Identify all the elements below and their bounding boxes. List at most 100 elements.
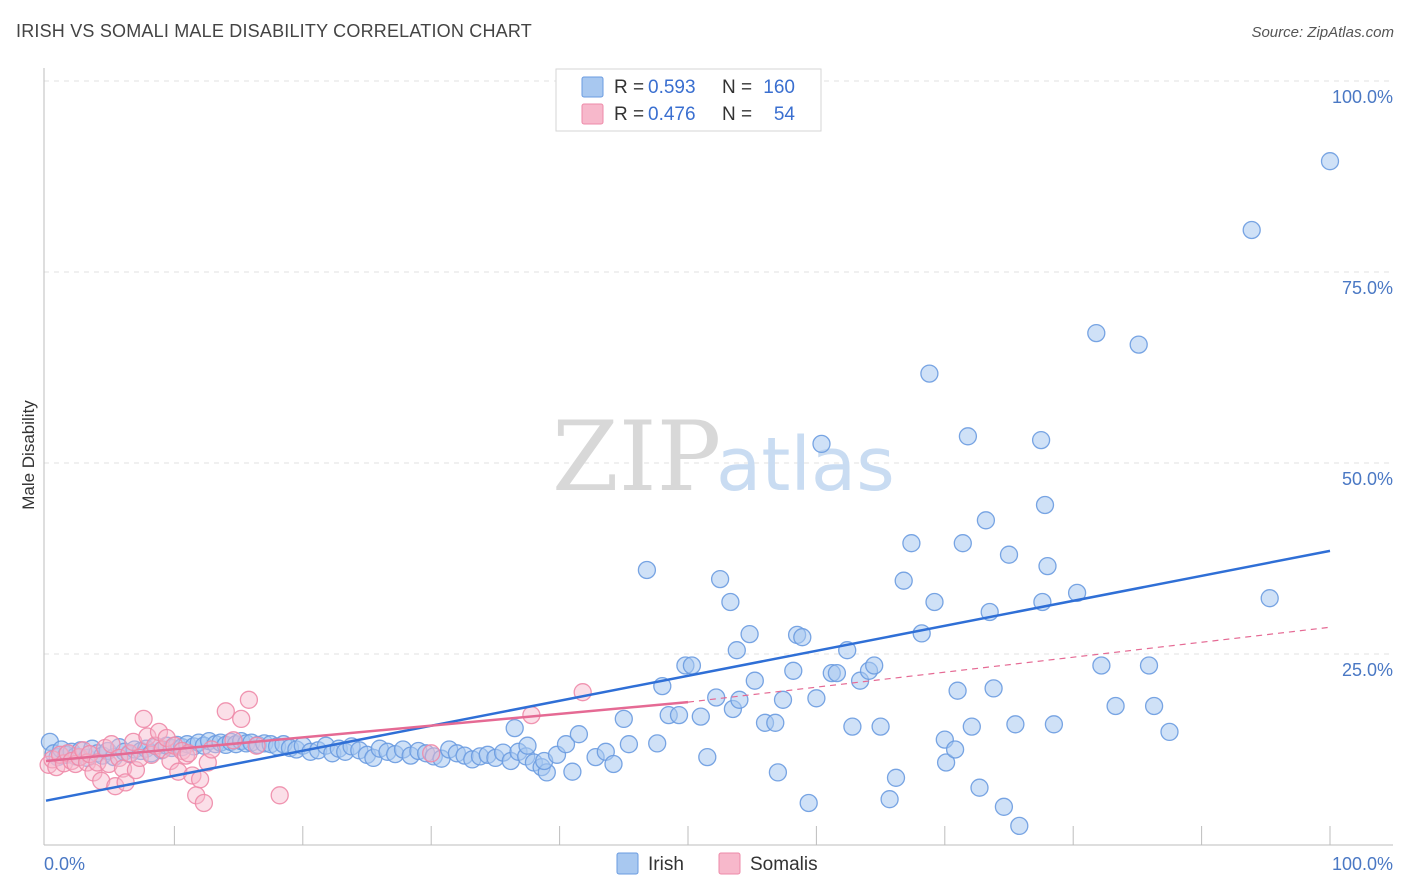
data-point-irish	[953, 534, 972, 553]
data-point-irish	[970, 778, 989, 797]
bottom-legend-label-irish: Irish	[648, 854, 684, 875]
data-point-irish	[691, 707, 710, 726]
legend: R = 0.593 N = 160 R = 0.476 N = 54	[555, 68, 822, 132]
data-point-irish	[604, 754, 623, 774]
data-point-irish	[766, 713, 785, 732]
trend-line-somalis-dashed	[687, 626, 1331, 703]
data-point-irish	[648, 734, 667, 753]
data-point-somalis	[216, 702, 235, 721]
data-point-irish	[936, 753, 956, 772]
data-point-irish	[948, 681, 967, 700]
data-point-irish	[793, 628, 812, 647]
bottom-legend-swatch-somalis	[718, 852, 741, 875]
watermark-zip: ZIP	[552, 401, 721, 513]
data-point-irish	[707, 688, 726, 707]
data-point-irish	[682, 656, 702, 675]
gridlines	[44, 80, 1393, 655]
data-point-irish	[894, 571, 913, 590]
y-tick-label: 100.0%	[1332, 87, 1393, 107]
data-point-irish	[827, 663, 847, 683]
data-point-irish	[569, 725, 589, 744]
legend-swatch-irish	[581, 76, 604, 98]
chart-title: IRISH VS SOMALI MALE DISABILITY CORRELAT…	[16, 21, 532, 41]
data-point-irish	[1035, 495, 1055, 515]
data-point-irish	[745, 671, 764, 690]
data-point-irish	[1031, 430, 1051, 450]
x-tick-label-min: 0.0%	[44, 854, 85, 874]
data-point-irish	[812, 434, 831, 454]
data-point-somalis	[194, 793, 214, 813]
data-point-irish	[773, 690, 793, 709]
data-point-irish	[1320, 152, 1340, 171]
y-axis-label: Male Disability	[19, 400, 38, 510]
data-point-somalis	[138, 727, 157, 746]
data-point-irish	[871, 717, 890, 736]
data-point-irish	[721, 592, 740, 612]
y-tick-label: 25.0%	[1342, 660, 1393, 680]
y-tick-label: 75.0%	[1342, 278, 1393, 298]
legend-swatch-somalis	[581, 103, 604, 125]
data-point-somalis	[134, 709, 153, 729]
data-point-irish	[902, 534, 921, 553]
legend-r-value-somalis: 0.476	[648, 104, 696, 125]
data-point-irish	[768, 763, 788, 782]
data-point-irish	[807, 689, 826, 708]
data-point-irish	[619, 735, 639, 754]
data-point-irish	[1087, 323, 1106, 343]
data-point-irish	[1067, 583, 1087, 603]
data-point-irish	[912, 624, 931, 643]
legend-n-label-irish: N =	[722, 77, 752, 98]
data-point-irish	[886, 768, 906, 787]
bottom-legend-swatch-irish	[616, 852, 639, 875]
data-point-somalis	[270, 786, 289, 805]
bottom-legend-label-somalis: Somalis	[750, 854, 818, 875]
data-point-irish	[925, 592, 944, 612]
data-point-irish	[1106, 696, 1125, 716]
data-point-irish	[1260, 589, 1279, 608]
data-point-irish	[669, 705, 689, 725]
data-point-irish	[740, 624, 759, 644]
data-point-irish	[984, 679, 1003, 698]
data-point-somalis	[224, 731, 243, 750]
data-point-somalis	[247, 736, 266, 755]
data-point-irish	[637, 560, 657, 580]
data-point-irish	[945, 740, 965, 759]
data-point-irish	[958, 427, 978, 446]
data-point-somalis	[422, 744, 441, 763]
data-point-irish	[1092, 656, 1111, 675]
data-point-irish	[1038, 556, 1057, 576]
source-label: Source: ZipAtlas.com	[1251, 24, 1394, 41]
data-point-irish	[880, 790, 899, 809]
series-somalis	[39, 683, 592, 813]
bottom-legend: Irish Somalis	[616, 852, 818, 875]
data-point-irish	[865, 656, 884, 675]
data-point-irish	[1144, 696, 1164, 716]
legend-r-label-somalis: R =	[614, 104, 644, 125]
data-point-somalis	[239, 690, 259, 709]
data-point-somalis	[202, 740, 221, 759]
data-point-irish	[1044, 715, 1064, 734]
data-point-somalis	[157, 728, 176, 748]
data-point-irish	[505, 718, 524, 738]
legend-r-label-irish: R =	[614, 77, 644, 98]
legend-n-value-irish: 160	[763, 77, 795, 98]
data-point-somalis	[88, 753, 107, 772]
axes	[43, 68, 1393, 846]
data-point-irish	[730, 690, 749, 709]
y-tick-labels: 100.0% 75.0% 50.0% 25.0%	[1332, 87, 1393, 680]
data-point-irish	[920, 364, 939, 383]
data-point-irish	[999, 545, 1019, 564]
data-point-irish	[962, 717, 981, 736]
data-point-irish	[698, 747, 717, 767]
legend-r-value-irish: 0.593	[648, 77, 696, 98]
data-point-somalis	[190, 770, 210, 789]
data-point-irish	[799, 793, 818, 813]
data-point-irish	[518, 736, 537, 755]
data-point-irish	[556, 735, 576, 754]
data-point-irish	[710, 569, 730, 589]
y-tick-label: 50.0%	[1342, 469, 1393, 489]
data-point-irish	[1160, 722, 1179, 742]
trend-line-somalis-solid	[45, 700, 689, 763]
legend-n-value-somalis: 54	[774, 104, 796, 125]
